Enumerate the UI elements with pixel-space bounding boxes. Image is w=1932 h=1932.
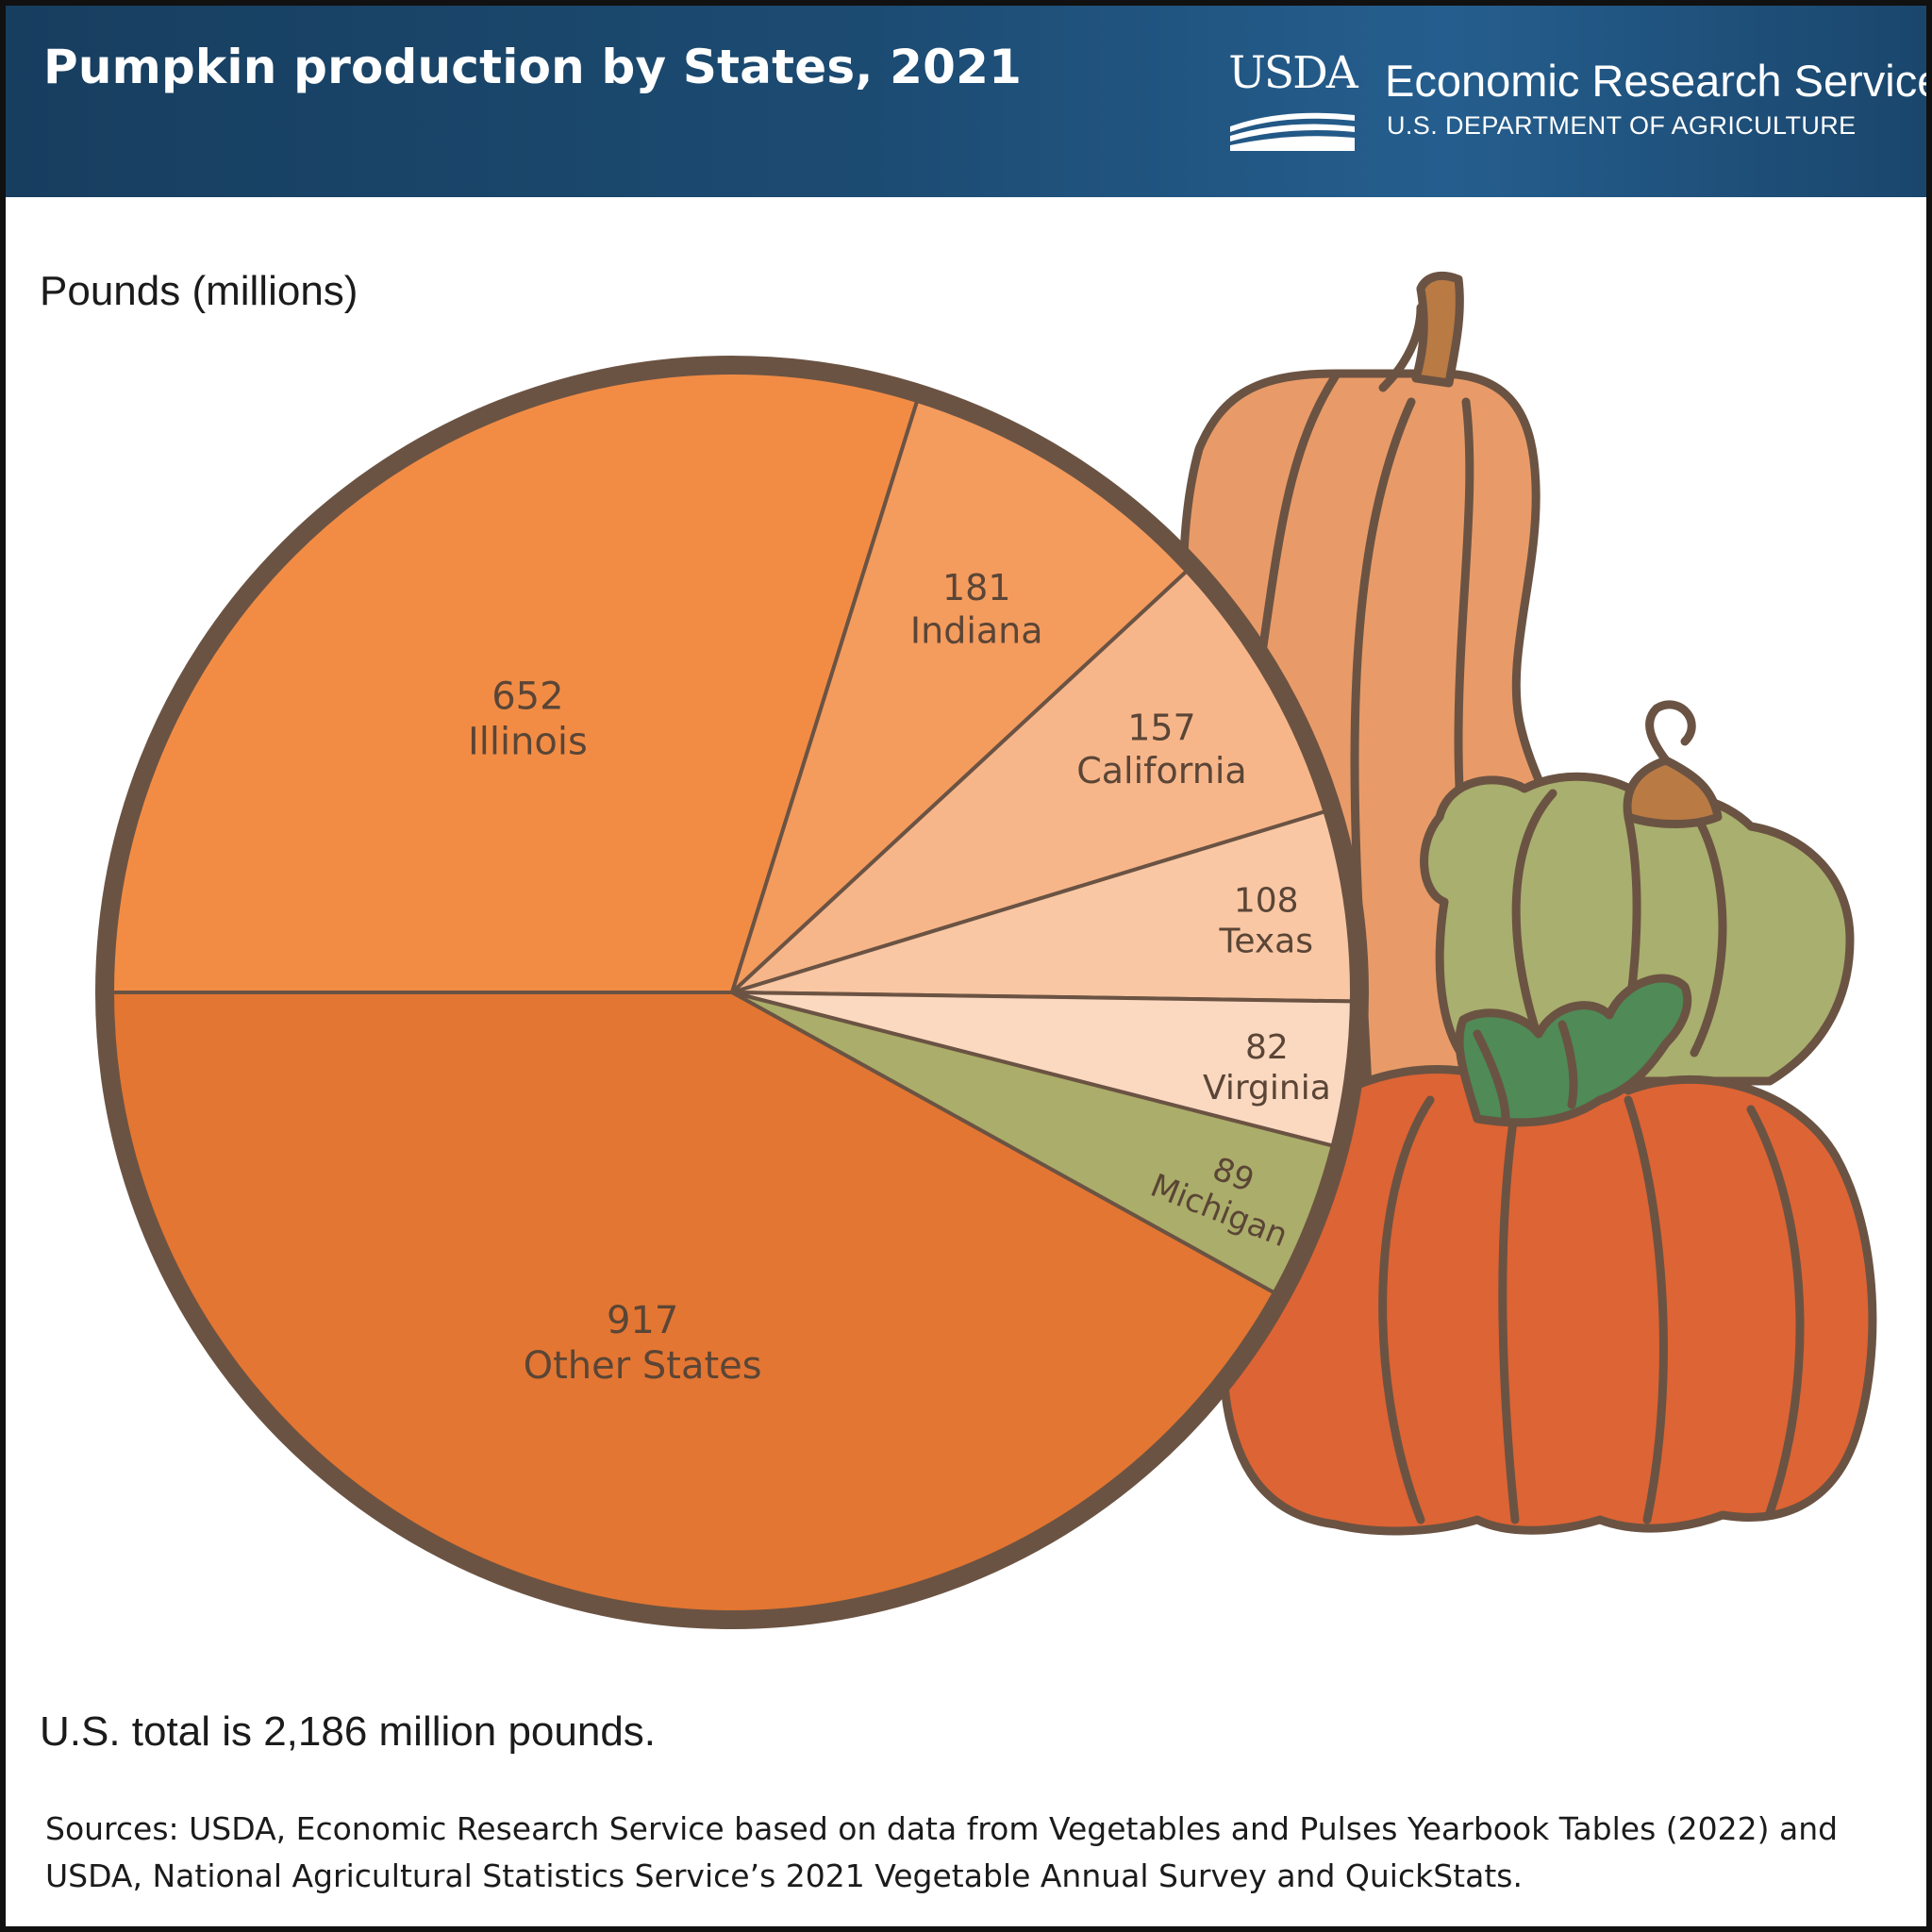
- chart-title: Pumpkin production by States, 2021: [43, 40, 1023, 94]
- usda-logo-text: USDA: [1228, 47, 1357, 99]
- usda-logo-icon: [1230, 112, 1355, 151]
- agency-name: Economic Research Service: [1385, 56, 1932, 106]
- sources-note: Sources: USDA, Economic Research Service…: [45, 1810, 1839, 1894]
- pie-chart: 652 Illinois 181 Indiana 157 California 108 Tex…: [95, 271, 1877, 1629]
- total-note: U.S. total is 2,186 million pounds.: [40, 1708, 657, 1755]
- unit-label: Pounds (millions): [40, 268, 358, 314]
- department-name: U.S. DEPARTMENT OF AGRICULTURE: [1387, 111, 1857, 140]
- pie-label-indiana: 181 Indiana: [910, 567, 1043, 652]
- pie-label-other-states: 917 Other States: [524, 1299, 762, 1388]
- pie-outline: [95, 356, 1369, 1629]
- pie-label-virginia: 82 Virginia: [1203, 1028, 1331, 1108]
- pie-label-texas: 108 Texas: [1218, 881, 1313, 960]
- pie-slices: [95, 356, 1369, 1629]
- pie-label-illinois: 652 Illinois: [468, 675, 588, 763]
- pie-label-california: 157 California: [1076, 707, 1246, 791]
- header-banner: Pumpkin production by States, 2021 USDA …: [6, 6, 1926, 197]
